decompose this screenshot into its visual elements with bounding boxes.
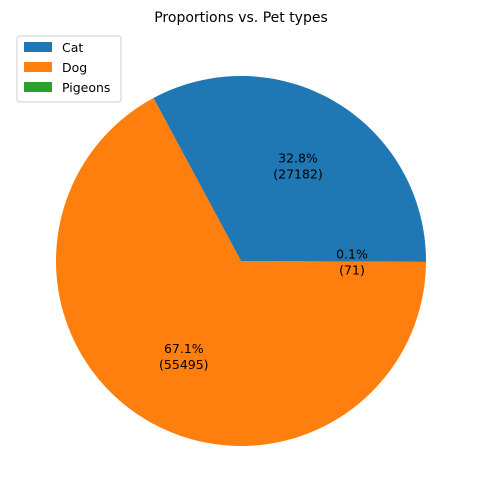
pie-slice-pigeons <box>241 261 427 262</box>
pie-slice-cat <box>153 76 427 261</box>
legend-swatch-pigeons <box>24 82 52 92</box>
chart-title: Proportions vs. Pet types <box>154 10 328 26</box>
legend-label-cat: Cat <box>62 40 83 55</box>
slice-count: (27182) <box>273 167 323 182</box>
slice-percent: 32.8% <box>278 151 318 166</box>
pie-slice-dog <box>56 98 426 447</box>
slice-label-cat: 32.8% (27182) <box>273 151 323 182</box>
legend-swatch-cat <box>24 42 52 52</box>
legend-label-dog: Dog <box>62 60 87 75</box>
pie-slices <box>56 76 427 447</box>
slice-count: (71) <box>339 262 365 277</box>
slice-label-pigeons: 0.1% (71) <box>336 246 368 277</box>
slice-percent: 0.1% <box>336 246 368 261</box>
slice-labels: 32.8% (27182) 67.1% (55495) 0.1% (71) <box>159 151 368 372</box>
legend: Cat Dog Pigeons <box>16 35 122 103</box>
legend-label-pigeons: Pigeons <box>62 80 110 95</box>
slice-count: (55495) <box>159 357 209 372</box>
slice-percent: 67.1% <box>164 341 204 356</box>
slice-label-dog: 67.1% (55495) <box>159 341 209 372</box>
legend-swatch-dog <box>24 62 52 72</box>
